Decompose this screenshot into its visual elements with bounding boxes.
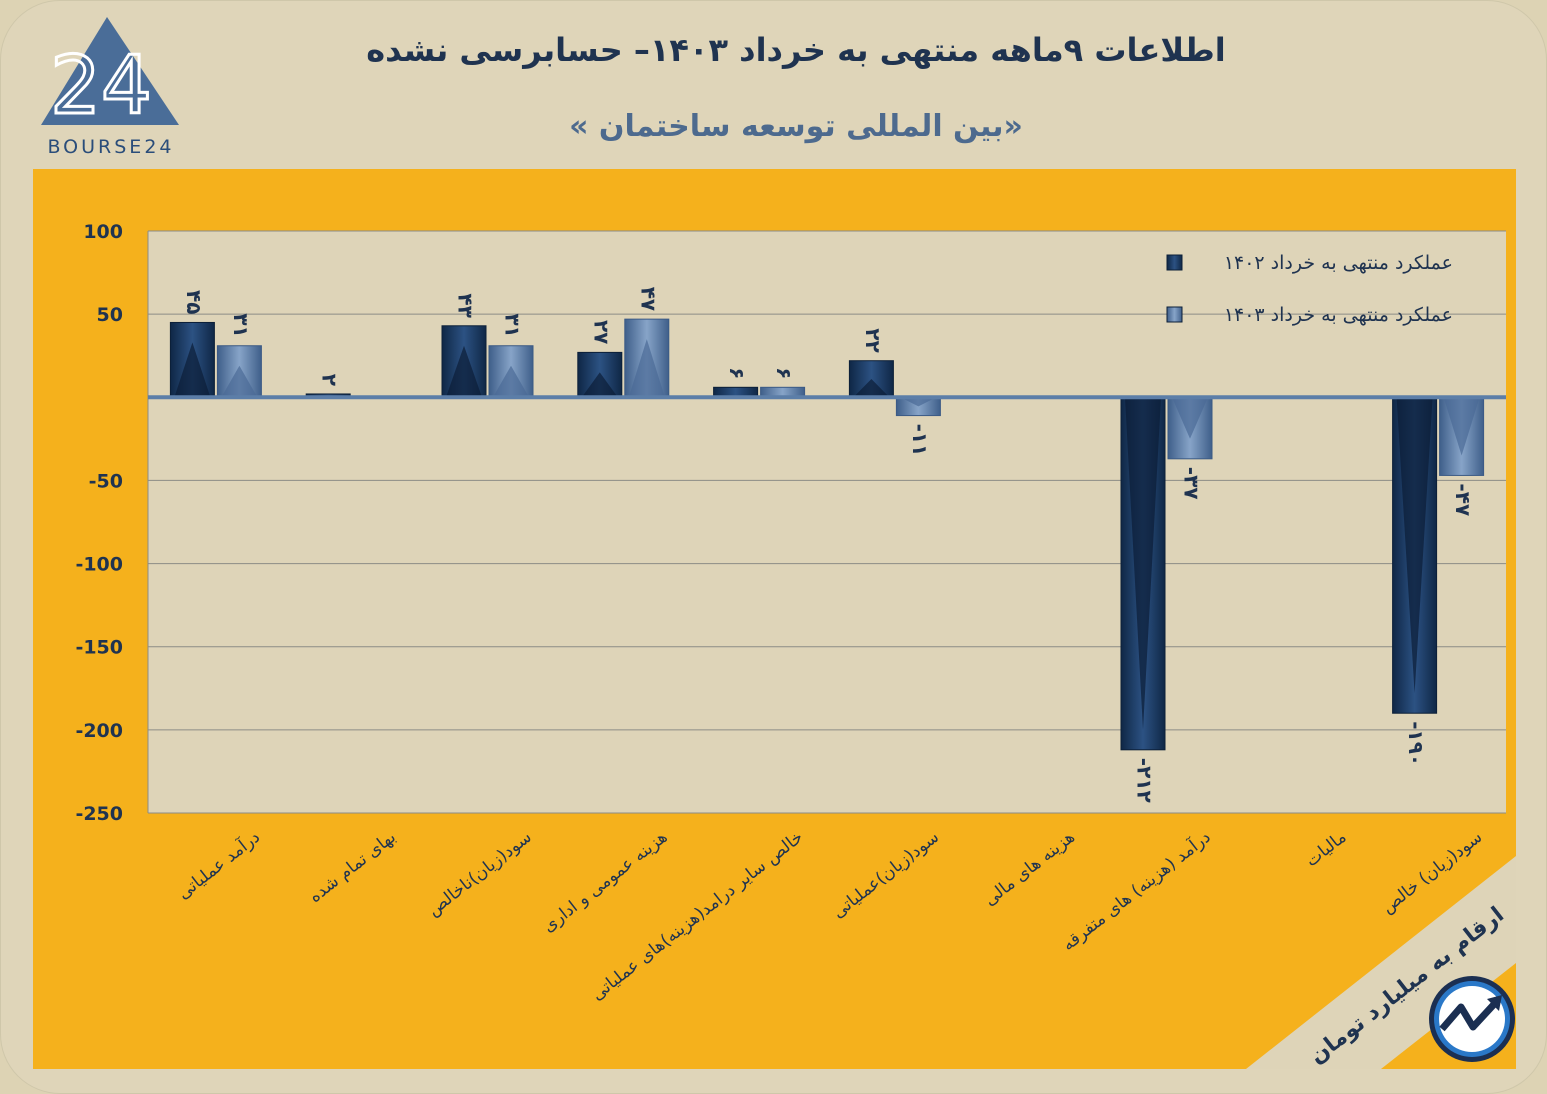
data-label: -۳۷	[1180, 467, 1204, 500]
logo-triangle-icon	[41, 17, 179, 125]
bar-1402	[169, 321, 215, 398]
legend-label: عملکرد منتهی به خرداد ۱۴۰۲	[1224, 252, 1453, 274]
trend-badge-icon	[1429, 976, 1515, 1062]
bar-1402	[848, 360, 894, 398]
bar-1402	[577, 351, 623, 398]
legend-item: عملکرد منتهی به خرداد ۱۴۰۳	[1166, 304, 1453, 326]
data-label: ۴۵	[182, 290, 206, 314]
bar-1403	[624, 318, 670, 398]
data-label: ۲۲	[861, 328, 885, 352]
bar-1403	[895, 396, 941, 417]
data-label: ۶	[772, 367, 796, 379]
data-label: ۳۱	[229, 313, 253, 337]
data-label: ۳۱	[501, 313, 525, 337]
logo-mark: 24	[50, 39, 152, 132]
data-label: ۲۷	[589, 320, 613, 344]
y-tick-labels: 100 50 -50 -100 -150 -200 -250	[75, 221, 123, 825]
bourse24-logo: 24 BOURSE24	[41, 17, 179, 158]
legend: عملکرد منتهی به خرداد ۱۴۰۲ عملکرد منتهی ب…	[1166, 252, 1453, 326]
data-label: -۱۹۰	[1404, 721, 1428, 766]
data-label: ۴۷	[636, 287, 660, 311]
bar-1403	[1167, 396, 1213, 460]
legend-swatch	[1166, 254, 1183, 271]
bar-1403	[216, 345, 262, 398]
data-label: -۴۷	[1451, 483, 1475, 516]
bars	[169, 318, 1485, 751]
data-labels: ۴۵ ۲ ۴۳ ۲۷ ۶ ۲۲ -۲۱۲ -۱۹۰ ۳۱ ۳۱ ۴۷ ۶ -۱۱ -۳۷ -۴۷	[182, 287, 1475, 803]
y-tick-label: -50	[89, 470, 123, 492]
bar-1402	[1392, 396, 1438, 714]
bar-1402	[441, 325, 487, 398]
data-label: ۲	[318, 374, 342, 386]
y-tick-label: -150	[75, 637, 123, 659]
bar-1403	[488, 345, 534, 398]
y-tick-label: -100	[75, 554, 123, 576]
y-tick-label: -250	[75, 803, 123, 825]
y-tick-label: 100	[83, 221, 123, 243]
legend-label: عملکرد منتهی به خرداد ۱۴۰۳	[1224, 304, 1453, 326]
data-label: -۱۱	[908, 424, 932, 457]
data-label: ۶	[725, 367, 749, 379]
grid-lines	[147, 230, 1506, 814]
logo-text: BOURSE24	[47, 136, 174, 158]
legend-swatch	[1166, 306, 1183, 323]
legend-item: عملکرد منتهی به خرداد ۱۴۰۲	[1166, 252, 1453, 274]
page-title: اطلاعات ۹ماهه منتهی به خرداد ۱۴۰۳– حسابر…	[366, 31, 1226, 69]
bar-1402	[1120, 396, 1166, 751]
y-tick-label: 50	[97, 304, 123, 326]
data-label: -۲۱۲	[1133, 758, 1157, 803]
y-tick-label: -200	[75, 720, 123, 742]
page-subtitle: «بین المللی توسعه ساختمان »	[569, 109, 1023, 144]
plot-area	[148, 231, 1506, 813]
bar-1403	[1439, 396, 1485, 476]
data-label: ۴۳	[454, 293, 478, 317]
